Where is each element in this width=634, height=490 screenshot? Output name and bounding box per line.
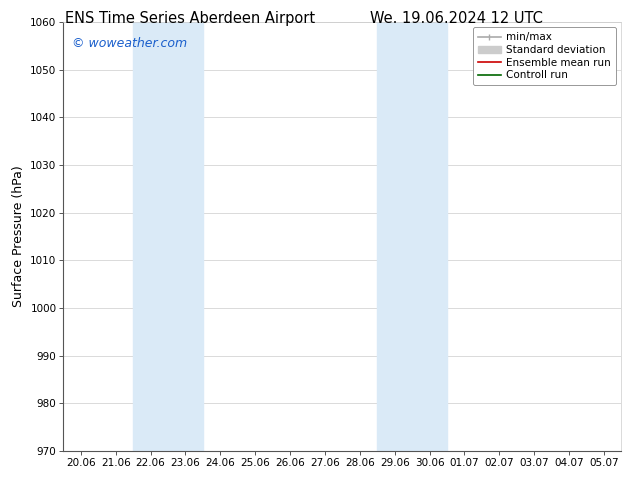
Y-axis label: Surface Pressure (hPa): Surface Pressure (hPa): [11, 166, 25, 307]
Text: We. 19.06.2024 12 UTC: We. 19.06.2024 12 UTC: [370, 11, 543, 26]
Bar: [377, 22, 447, 451]
Text: © woweather.com: © woweather.com: [72, 37, 187, 50]
Bar: [133, 22, 203, 451]
Legend: min/max, Standard deviation, Ensemble mean run, Controll run: min/max, Standard deviation, Ensemble me…: [473, 27, 616, 85]
Text: ENS Time Series Aberdeen Airport: ENS Time Series Aberdeen Airport: [65, 11, 315, 26]
